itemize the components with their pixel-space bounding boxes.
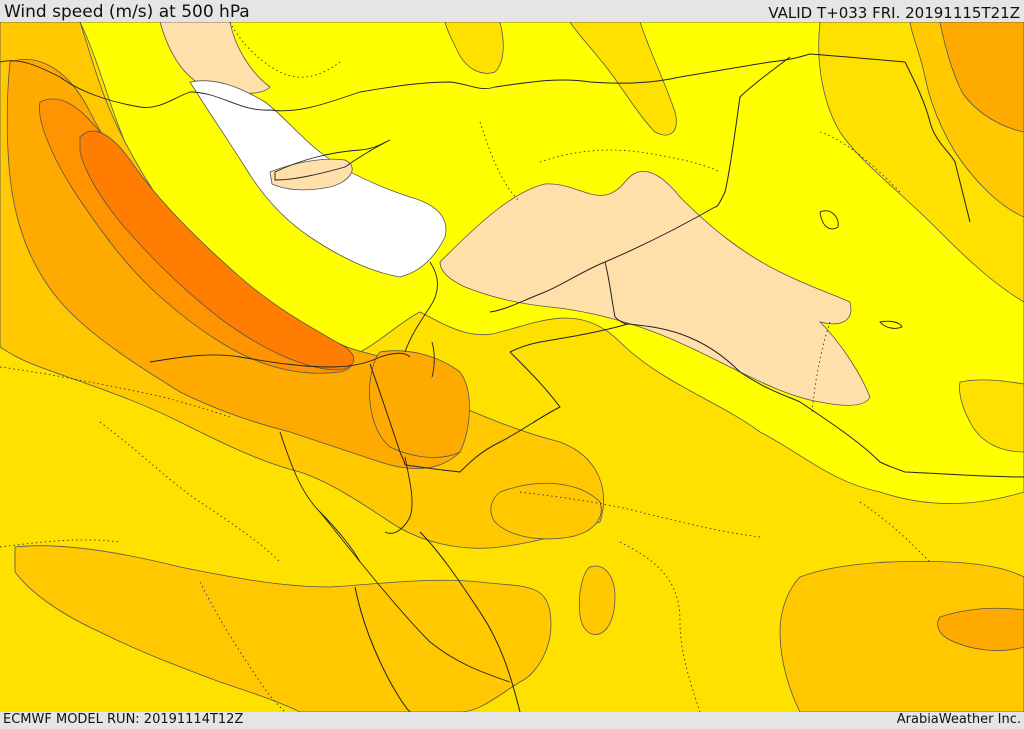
border-saudi-jordan-west	[404, 351, 561, 473]
valid-time: VALID T+033 FRI. 20191115T21Z	[768, 4, 1020, 22]
coastline-egypt	[149, 352, 411, 368]
wind-band-gold-east	[959, 379, 1024, 453]
map-title: Wind speed (m/s) at 500 hPa	[4, 2, 250, 22]
coastline-levant	[404, 261, 438, 353]
border-turkey-syria	[494, 53, 906, 88]
coastline-red-sea	[319, 511, 511, 683]
coastline-turkey	[0, 60, 496, 112]
admin-border-8	[819, 131, 901, 193]
wind-band-orange-levant	[369, 350, 470, 458]
wind-band-amber-blob	[578, 565, 616, 635]
wind-band-amber-south	[14, 545, 552, 713]
admin-border-10	[199, 581, 286, 713]
coastline-cyprus	[274, 139, 391, 181]
admin-border-2	[99, 421, 281, 563]
wind-band-light-east	[439, 171, 871, 406]
border-iraq-jordan	[489, 206, 716, 313]
coastline-gulf	[879, 320, 903, 329]
admin-border-9	[811, 321, 831, 413]
border-saudi-north	[509, 323, 629, 353]
map-footer: ECMWF MODEL RUN: 20191114T12Z ArabiaWeat…	[0, 712, 1024, 729]
wind-band-orange-ne	[939, 21, 1024, 133]
admin-border-4	[519, 491, 761, 538]
coastline-dead-sea	[431, 341, 435, 378]
model-run: ECMWF MODEL RUN: 20191114T12Z	[3, 712, 244, 727]
wind-band-gold-n1	[444, 21, 504, 74]
map-header: Wind speed (m/s) at 500 hPa VALID T+033 …	[0, 0, 1024, 22]
wind-band-light-cyprus	[269, 158, 353, 191]
wind-band-gold-n2	[569, 21, 677, 136]
wind-band-amber-sc	[490, 482, 602, 540]
border-jordan-saudi	[604, 261, 801, 403]
wind-band-orange-se	[937, 607, 1024, 651]
lake-east	[819, 210, 839, 230]
border-east-1	[904, 61, 971, 223]
coastline-red-sea-east	[384, 456, 413, 534]
wind-band-orange-core	[79, 130, 355, 371]
border-saudi-yemen	[419, 531, 521, 713]
wind-speed-map	[0, 21, 1024, 713]
credit: ArabiaWeather Inc.	[896, 712, 1021, 727]
coastline-sinai	[279, 431, 361, 563]
border-egypt-sudan	[354, 586, 411, 713]
border-syria-iraq	[714, 56, 791, 208]
admin-border-6	[539, 149, 721, 173]
border-saudi-east	[799, 401, 1024, 478]
admin-border-7	[479, 121, 521, 203]
border-egypt-israel	[369, 363, 406, 466]
